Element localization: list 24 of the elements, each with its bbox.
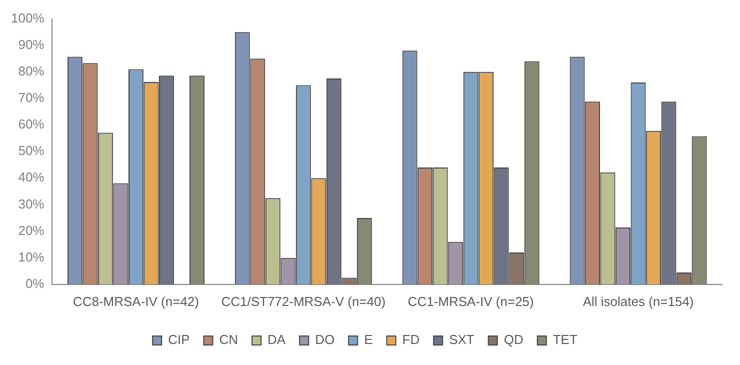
y-tick-label: 90% [18, 36, 45, 52]
y-tick-label: 60% [18, 116, 45, 132]
legend-label: CN [219, 332, 238, 348]
legend-label: E [364, 332, 374, 348]
legend-label: QD [504, 332, 524, 348]
legend-label: TET [552, 332, 578, 348]
y-tick-label: 20% [18, 222, 45, 238]
y-tick-label: 70% [18, 90, 45, 106]
legend-label: DO [315, 332, 335, 348]
y-tick-label: 10% [18, 249, 45, 264]
x-tick-label: CC8-MRSA-IV (n=42) [72, 294, 199, 309]
legend-label: SXT [449, 332, 474, 348]
y-tick-label: 40% [18, 170, 45, 185]
y-tick-label: 30% [18, 196, 45, 212]
x-tick-label: CC1-MRSA-IV (n=25) [408, 294, 534, 309]
legend-label: FD [402, 332, 420, 348]
y-tick-label: 50% [18, 143, 45, 158]
x-tick-label: CC1/ST772-MRSA-V (n=40) [221, 294, 386, 309]
legend-label: CIP [168, 332, 190, 348]
y-tick-label: 100% [11, 10, 45, 26]
legend-label: DA [268, 332, 286, 348]
y-tick-label: 0% [25, 276, 45, 291]
x-tick-label: All isolates (n=154) [582, 294, 694, 309]
y-tick-label: 80% [18, 64, 45, 78]
